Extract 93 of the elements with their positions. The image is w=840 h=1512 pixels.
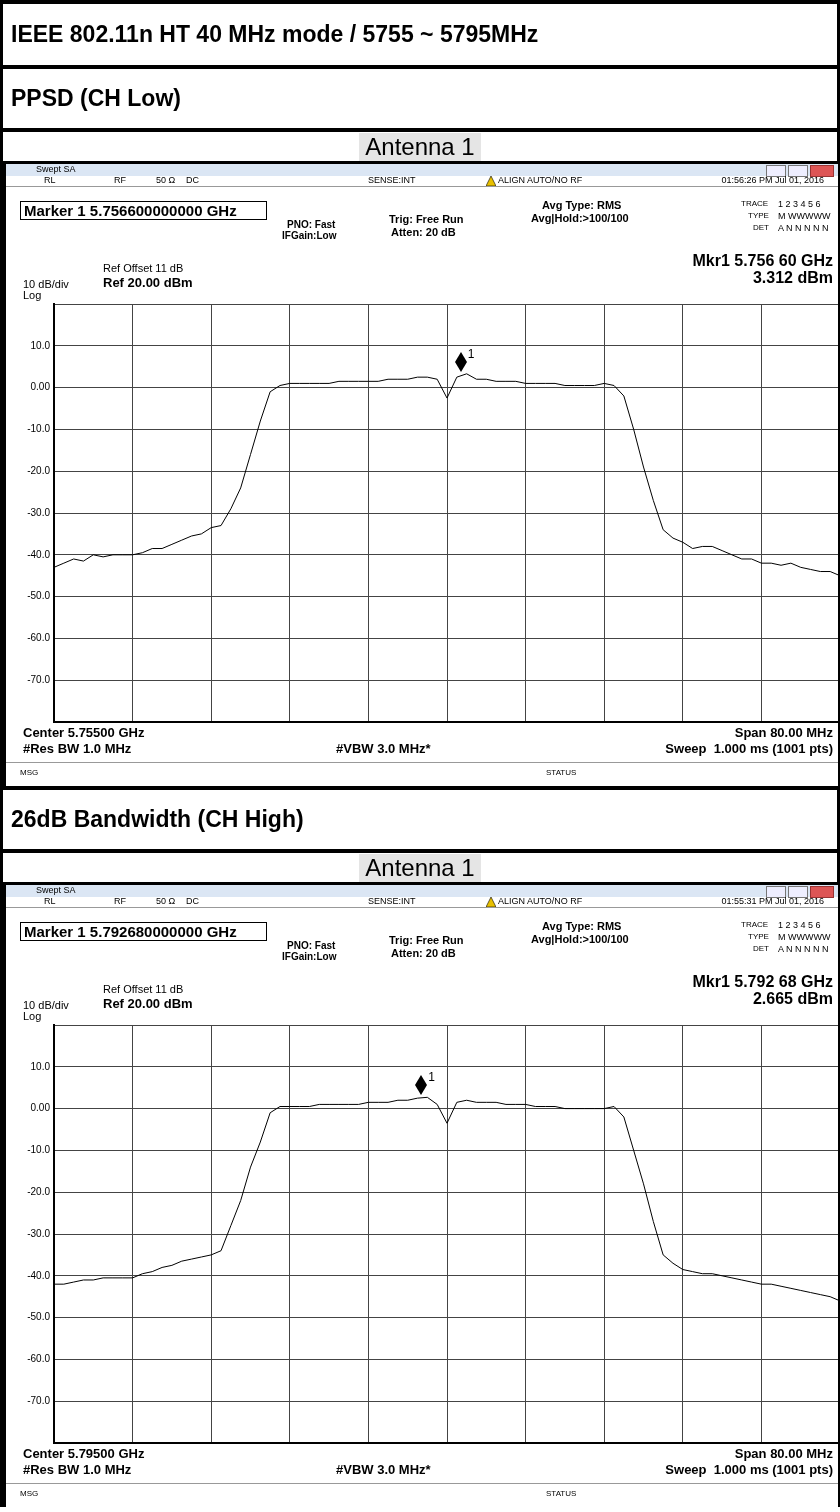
text: Atten: 20 dB [391, 226, 456, 239]
y-tick-label: -30.0 [27, 1227, 51, 1239]
text: Avg Type: RMS [542, 920, 622, 933]
text: Avg Type: RMS [542, 199, 622, 212]
y-tick-label: -10.0 [27, 1144, 51, 1156]
y-tick-label: -40.0 [27, 548, 51, 560]
text: 50 Ω [156, 896, 176, 907]
text: Swept SA [36, 885, 76, 896]
y-tick-label: 10.0 [30, 339, 51, 351]
text: 1 2 3 4 5 6 [778, 920, 821, 931]
annotation: 1 [428, 1070, 436, 1085]
text: SENSE:INT [368, 175, 416, 186]
text: Span 80.00 MHz [734, 1446, 833, 1462]
text: A N N N N N [778, 944, 829, 955]
text: 10 dB/div [23, 999, 69, 1012]
text: 01:56:26 PM Jul 01, 2016 [721, 175, 824, 186]
text: Swept SA [36, 164, 76, 175]
y-tick-label: -60.0 [27, 632, 51, 644]
text: Avg|Hold:>100/100 [531, 933, 629, 946]
text: DC [186, 175, 199, 186]
y-tick-label: 0.00 [30, 381, 51, 393]
text: MSG [20, 768, 39, 778]
text: ALIGN AUTO/NO RF [498, 896, 583, 907]
text: STATUS [546, 1489, 577, 1499]
text: TYPE [748, 211, 769, 221]
text: Marker 1 5.792680000000 GHz [24, 923, 237, 941]
text: Log [23, 289, 42, 302]
y-tick-label: 10.0 [30, 1060, 51, 1072]
text: Ref Offset 11 dB [103, 262, 184, 275]
text: M WWWWW [778, 211, 831, 222]
chart-title: IEEE 802.11n HT 40 MHz mode / 5755 ~ 5795MHz [0, 0, 840, 65]
text: Ref 20.00 dBm [103, 996, 193, 1012]
text: 50 Ω [156, 175, 176, 186]
text: RF [114, 175, 126, 186]
text: #VBW 3.0 MHz* [336, 741, 431, 757]
text: ALIGN AUTO/NO RF [498, 175, 583, 186]
text: #Res BW 1.0 MHz [23, 741, 132, 757]
text: DET [753, 223, 769, 233]
text: Ref Offset 11 dB [103, 983, 184, 996]
y-tick-label: -40.0 [27, 1269, 51, 1281]
text: Trig: Free Run [389, 213, 464, 226]
text: #VBW 3.0 MHz* [336, 1462, 431, 1478]
text: Sweep 1.000 ms (1001 pts) [665, 741, 833, 757]
y-tick-label: -10.0 [27, 423, 51, 435]
text: DC [186, 896, 199, 907]
text: Antenna 1 [359, 853, 481, 882]
y-tick-label: -60.0 [27, 1353, 51, 1365]
text: MSG [20, 1489, 39, 1499]
text: 3.312 dBm [752, 269, 833, 287]
text: Trig: Free Run [389, 934, 464, 947]
text: #Res BW 1.0 MHz [23, 1462, 132, 1478]
y-tick-label: -20.0 [27, 1185, 51, 1197]
text: Antenna 1 [359, 132, 481, 161]
text: SENSE:INT [368, 896, 416, 907]
text: Mkr1 5.756 60 GHz [692, 252, 833, 270]
text: Sweep 1.000 ms (1001 pts) [665, 1462, 833, 1478]
annotation: 1 [467, 346, 475, 361]
text: IFGain:Low [282, 951, 337, 962]
text: RF [114, 896, 126, 907]
text: Span 80.00 MHz [734, 725, 833, 741]
text: IFGain:Low [282, 230, 337, 241]
text: 01:55:31 PM Jul 01, 2016 [721, 896, 824, 907]
text: 2.665 dBm [752, 990, 833, 1008]
text: M WWWWW [778, 932, 831, 943]
y-tick-label: 0.00 [30, 1102, 51, 1114]
text: TRACE [741, 920, 769, 930]
text: TRACE [741, 199, 769, 209]
y-tick-label: -70.0 [27, 1394, 51, 1406]
chart-subtitle: PPSD (CH Low) [0, 65, 840, 128]
y-tick-label: -20.0 [27, 464, 51, 476]
text: Log [23, 1010, 42, 1023]
y-tick-label: -30.0 [27, 506, 51, 518]
text: Mkr1 5.792 68 GHz [692, 973, 833, 991]
text: Center 5.79500 GHz [23, 1446, 145, 1462]
text: DET [753, 944, 769, 954]
text: Marker 1 5.756600000000 GHz [24, 202, 237, 220]
text: 10 dB/div [23, 278, 69, 291]
text: A N N N N N [778, 223, 829, 234]
text: TYPE [748, 932, 769, 942]
text: PNO: Fast [287, 219, 336, 230]
text: STATUS [546, 768, 577, 778]
chart-title: 26dB Bandwidth (CH High) [0, 786, 840, 849]
text: 1 2 3 4 5 6 [778, 199, 821, 210]
text: Ref 20.00 dBm [103, 275, 193, 291]
y-tick-label: -50.0 [27, 1311, 51, 1323]
y-tick-label: -70.0 [27, 673, 51, 685]
text: RL [44, 896, 56, 907]
text: RL [44, 175, 56, 186]
text: PNO: Fast [287, 940, 336, 951]
text: Atten: 20 dB [391, 947, 456, 960]
y-tick-label: -50.0 [27, 590, 51, 602]
text: Center 5.75500 GHz [23, 725, 145, 741]
text: Avg|Hold:>100/100 [531, 212, 629, 225]
